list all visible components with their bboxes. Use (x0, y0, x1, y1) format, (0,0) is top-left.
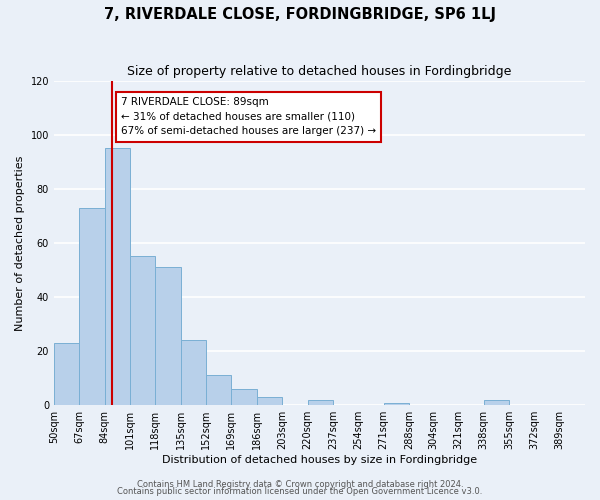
Bar (308, 400, 333, 405)
Bar (155, 267, 181, 405)
Title: Size of property relative to detached houses in Fordingbridge: Size of property relative to detached ho… (127, 65, 512, 78)
Text: 7 RIVERDALE CLOSE: 89sqm
← 31% of detached houses are smaller (110)
67% of semi-: 7 RIVERDALE CLOSE: 89sqm ← 31% of detach… (121, 97, 376, 136)
Bar (484, 400, 509, 405)
Bar (130, 256, 155, 405)
X-axis label: Distribution of detached houses by size in Fordingbridge: Distribution of detached houses by size … (162, 455, 477, 465)
Bar (206, 376, 232, 405)
Text: 7, RIVERDALE CLOSE, FORDINGBRIDGE, SP6 1LJ: 7, RIVERDALE CLOSE, FORDINGBRIDGE, SP6 1… (104, 8, 496, 22)
Bar (181, 340, 206, 405)
Bar (257, 397, 282, 405)
Text: Contains HM Land Registry data © Crown copyright and database right 2024.: Contains HM Land Registry data © Crown c… (137, 480, 463, 489)
Y-axis label: Number of detached properties: Number of detached properties (15, 155, 25, 330)
Bar (79, 208, 104, 405)
Text: Contains public sector information licensed under the Open Government Licence v3: Contains public sector information licen… (118, 487, 482, 496)
Bar (383, 402, 409, 405)
Bar (232, 389, 257, 405)
Bar (104, 148, 130, 405)
Bar (54, 343, 79, 405)
